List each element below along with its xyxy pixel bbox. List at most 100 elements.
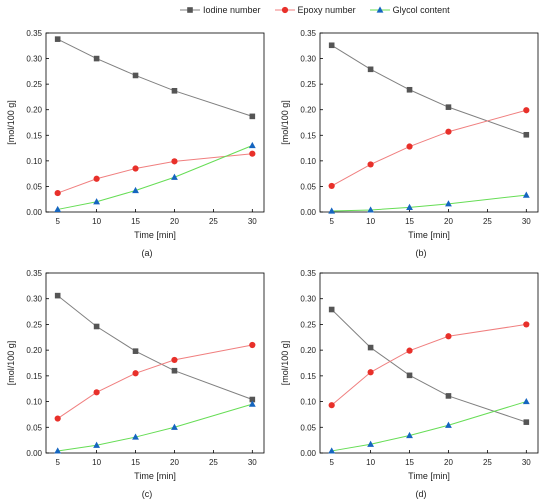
chart-panel: 0.00 0.05 0.10 0.15 0.20 0.25 0.30 0.35 5 10 15 20 2… — [6, 29, 265, 258]
x-tick-label: 20 — [170, 458, 179, 467]
y-tick-label: 0.15 — [26, 372, 42, 381]
y-axis-label: [mol/100 g] — [280, 341, 290, 386]
y-tick-label: 0.15 — [26, 131, 42, 140]
x-tick-label: 30 — [248, 458, 257, 467]
y-tick-label: 0.05 — [300, 423, 316, 432]
data-point — [445, 421, 452, 428]
x-tick-label: 10 — [92, 458, 101, 467]
chart-panel: 0.00 0.05 0.10 0.15 0.20 0.25 0.30 0.35 5 10 15 20 2… — [280, 269, 539, 499]
plot-frame — [319, 272, 539, 454]
data-point — [406, 203, 413, 210]
x-tick-label: 25 — [209, 458, 218, 467]
series-line — [57, 295, 253, 400]
legend-label: Iodine number — [203, 5, 261, 15]
x-tick-label: 20 — [170, 217, 179, 226]
plot-frame — [319, 32, 539, 213]
y-tick-label: 0.35 — [26, 269, 42, 278]
data-point — [93, 198, 101, 205]
data-point — [406, 431, 413, 439]
data-point — [406, 372, 413, 379]
data-point — [249, 113, 256, 120]
y-tick-label: 0.05 — [300, 182, 316, 191]
data-point — [93, 323, 100, 330]
data-point — [406, 143, 413, 150]
y-tick-label: 0.25 — [300, 80, 316, 89]
data-point — [522, 191, 530, 198]
x-axis-label: Time [min] — [408, 230, 450, 240]
y-tick-label: 0.35 — [300, 269, 316, 278]
y-tick-label: 0.00 — [300, 208, 316, 217]
data-point — [406, 347, 413, 354]
series-line — [57, 153, 253, 194]
legend-item: Epoxy number — [274, 5, 356, 15]
legend-item: Glycol content — [369, 5, 450, 15]
data-point — [54, 36, 61, 42]
x-tick-label: 30 — [248, 217, 257, 226]
x-tick-label: 20 — [444, 458, 453, 467]
data-point — [445, 393, 452, 399]
triangle-marker-icon — [369, 6, 390, 13]
data-point — [328, 402, 335, 409]
legend-marker — [187, 7, 193, 13]
circle-marker-icon — [274, 6, 295, 14]
x-tick-label: 20 — [444, 217, 453, 226]
x-tick-label: 15 — [131, 217, 140, 226]
data-point — [171, 173, 178, 180]
data-point — [367, 344, 374, 351]
y-tick-label: 0.15 — [300, 372, 316, 381]
data-point — [249, 150, 256, 157]
data-point — [328, 182, 335, 190]
y-tick-label: 0.15 — [300, 131, 316, 140]
chart-panel: 0.00 0.05 0.10 0.15 0.20 0.25 0.30 0.35 5 10 15 20 2… — [6, 269, 265, 499]
series-line — [331, 401, 527, 452]
data-point — [328, 207, 336, 214]
data-point — [328, 42, 335, 49]
y-tick-label: 0.00 — [26, 208, 42, 217]
data-point — [132, 72, 139, 79]
data-point — [367, 161, 374, 168]
y-axis-label: [mol/100 g] — [6, 341, 16, 386]
series-line — [57, 145, 253, 210]
data-point — [171, 158, 178, 165]
x-tick-label: 10 — [366, 217, 375, 226]
y-tick-label: 0.10 — [26, 398, 42, 407]
series-line — [331, 323, 527, 406]
y-tick-label: 0.20 — [300, 106, 316, 115]
x-tick-label: 5 — [55, 458, 60, 467]
series-line — [57, 38, 253, 117]
data-point — [367, 440, 375, 447]
data-point — [328, 306, 335, 313]
chart-panel: 0.00 0.05 0.10 0.15 0.20 0.25 0.30 0.35 5 10 15 20 2… — [280, 29, 539, 258]
y-tick-label: 0.20 — [26, 346, 42, 355]
series-line — [57, 344, 253, 419]
series-line — [57, 403, 253, 452]
y-tick-label: 0.25 — [26, 80, 42, 89]
y-tick-label: 0.00 — [26, 449, 42, 458]
y-tick-label: 0.25 — [26, 320, 42, 329]
x-tick-label: 25 — [483, 217, 492, 226]
data-point — [248, 141, 256, 149]
y-tick-label: 0.35 — [300, 29, 316, 38]
data-point — [132, 348, 139, 354]
legend: Iodine number Epoxy number Glycol content — [180, 3, 464, 17]
x-axis-label: Time [min] — [134, 471, 176, 481]
y-tick-label: 0.30 — [26, 295, 42, 304]
data-point — [171, 423, 178, 430]
series-line — [331, 109, 527, 187]
x-tick-label: 30 — [522, 458, 531, 467]
data-point — [171, 367, 178, 374]
y-tick-label: 0.30 — [26, 55, 42, 64]
y-tick-label: 0.10 — [26, 157, 42, 166]
data-point — [445, 128, 452, 135]
x-tick-label: 5 — [329, 458, 334, 467]
legend-marker — [281, 6, 288, 14]
data-point — [132, 165, 139, 172]
y-tick-label: 0.25 — [300, 320, 316, 329]
y-axis-label: [mol/100 g] — [6, 100, 16, 145]
data-point — [445, 333, 452, 340]
data-point — [93, 175, 100, 182]
data-point — [54, 189, 61, 197]
y-tick-label: 0.30 — [300, 295, 316, 304]
legend-label: Glycol content — [392, 5, 450, 15]
